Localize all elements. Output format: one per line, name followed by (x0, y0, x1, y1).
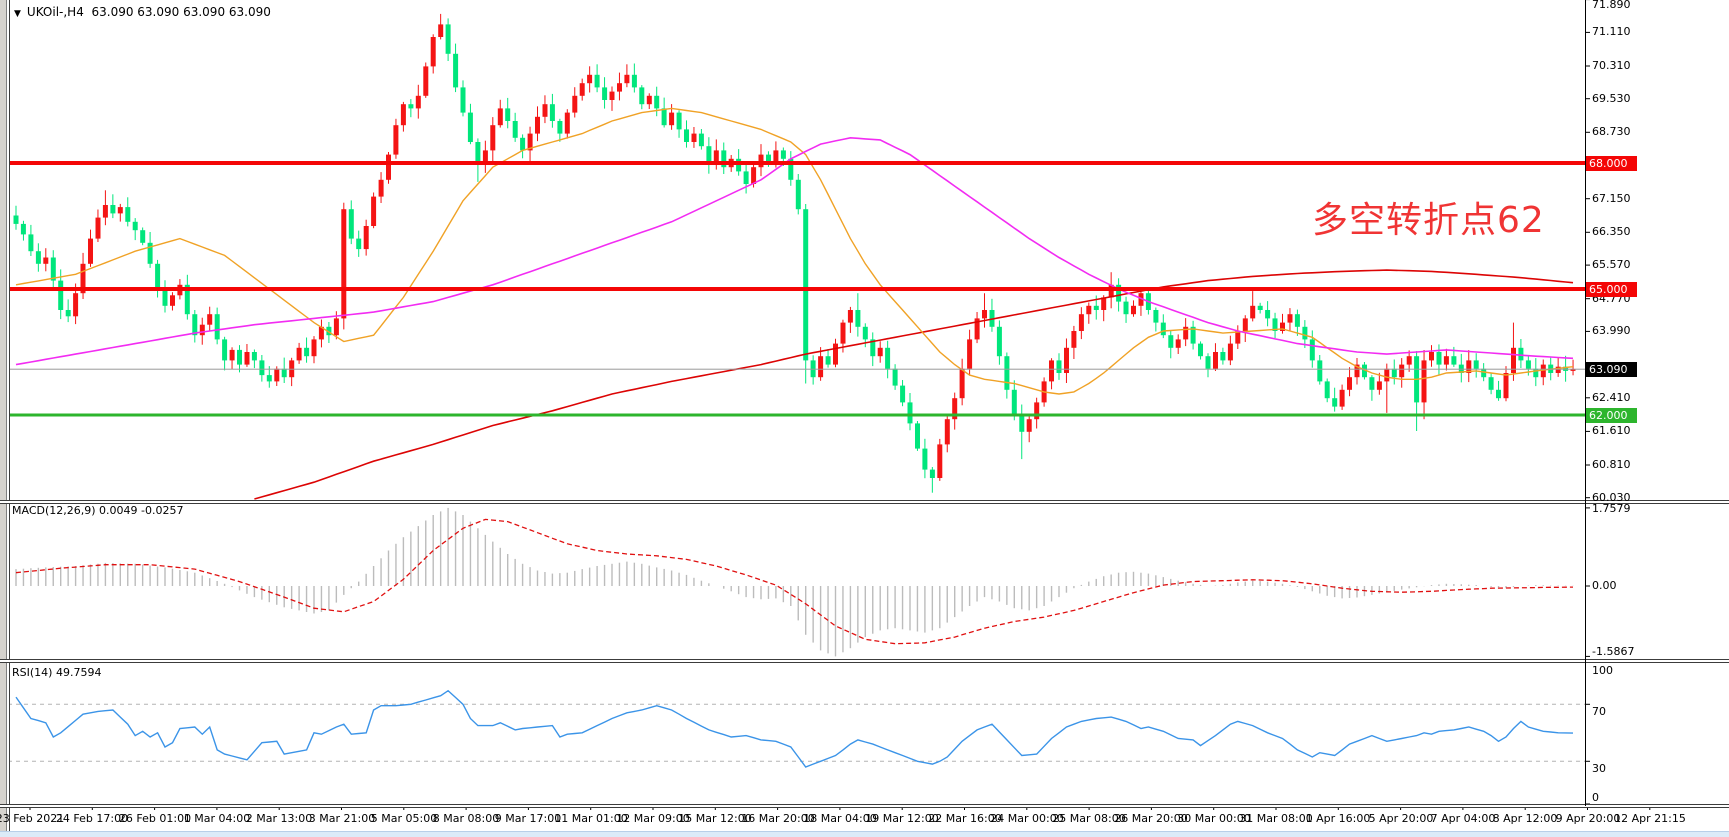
time-tick-label: 8 Apr 12:00 (1492, 812, 1558, 825)
time-tick-label: 18 Mar 04:00 (803, 812, 877, 825)
time-tick-label: 19 Mar 12:00 (865, 812, 939, 825)
price-badge-65.000: 65.000 (1586, 282, 1637, 297)
time-tick-label: 25 Mar 08:00 (1052, 812, 1126, 825)
time-tick-label: 16 Mar 20:00 (741, 812, 815, 825)
price-tick-label: 60.810 (1592, 458, 1631, 471)
time-tick-label: 24 Feb 17:00 (55, 812, 129, 825)
time-tick-label: 26 Mar 20:00 (1114, 812, 1188, 825)
time-tick-label: 31 Mar 08:00 (1239, 812, 1313, 825)
candles-layer (13, 13, 1576, 493)
price-tick-label: 71.110 (1592, 25, 1631, 38)
time-tick-label: 12 Mar 09:00 (616, 812, 690, 825)
price-tick-label: 68.730 (1592, 125, 1631, 138)
panel-separator-timeaxis (0, 804, 1729, 808)
chart-title-bar: ▼ UKOil-,H4 63.090 63.090 63.090 63.090 (14, 5, 271, 19)
ma-mid-magenta-line (15, 136, 1574, 366)
rsi-value: 49.7594 (55, 666, 102, 679)
rsi-line (15, 689, 1574, 768)
chevron-down-icon[interactable]: ▼ (14, 9, 21, 19)
time-tick-label: 11 Mar 01:00 (554, 812, 628, 825)
time-tick-label: 2 Mar 13:00 (245, 812, 313, 825)
price-tick-label: 70.310 (1592, 59, 1631, 72)
window-bottom-edge (0, 831, 1729, 837)
price-axis-line (1585, 0, 1586, 806)
price-tick-label: 60.030 (1592, 491, 1631, 504)
ohlc-quotes-label: 63.090 63.090 63.090 63.090 (91, 5, 271, 19)
macd-axis-min-label: -1.5867 (1592, 645, 1635, 658)
horizontal-levels-layer (8, 161, 1585, 417)
price-badge-68.000: 68.000 (1586, 156, 1637, 171)
panel-separator-macd[interactable] (0, 500, 1729, 504)
panel-separator-rsi[interactable] (0, 659, 1729, 663)
ma-fast-orange-line (15, 107, 1574, 395)
macd-histogram (15, 507, 1574, 657)
time-tick-label: 15 Mar 12:00 (678, 812, 752, 825)
price-tick-label: 61.610 (1592, 424, 1631, 437)
macd-axis-zero-label: 0.00 (1592, 579, 1617, 592)
rsi-indicator-label: RSI(14) 49.7594 (12, 666, 101, 679)
hline-resistance-68[interactable] (8, 161, 1585, 165)
window-left-frame (0, 0, 7, 837)
price-badge-63.090: 63.090 (1586, 362, 1637, 377)
price-tick-label: 66.350 (1592, 225, 1631, 238)
rsi-name: RSI(14) (12, 666, 53, 679)
rsi-axis-100-label: 100 (1592, 664, 1613, 677)
chinese-annotation-text: 多空转折点62 (1312, 200, 1545, 241)
price-badge-62.000: 62.000 (1586, 408, 1637, 423)
time-tick-label: 30 Mar 00:00 (1177, 812, 1251, 825)
ma-slow-red-line (254, 269, 1574, 500)
price-tick-label: 71.890 (1592, 0, 1631, 11)
macd-axis-max-label: 1.7579 (1592, 502, 1631, 515)
time-tick-label: 5 Apr 20:00 (1368, 812, 1434, 825)
macd-signal-value: -0.0257 (141, 504, 184, 517)
time-tick-label: 1 Mar 04:00 (183, 812, 251, 825)
macd-name: MACD(12,26,9) (12, 504, 96, 517)
hline-bid-line[interactable] (8, 368, 1585, 370)
time-tick-label: 3 Mar 21:00 (308, 812, 376, 825)
time-tick-label: 1 Apr 16:00 (1305, 812, 1371, 825)
price-tick-label: 65.570 (1592, 258, 1631, 271)
rsi-axis-70-label: 70 (1592, 705, 1606, 718)
price-tick-label: 67.150 (1592, 192, 1631, 205)
macd-signal-line (15, 518, 1574, 645)
time-tick-label: 12 Apr 21:15 (1614, 812, 1686, 825)
hline-resistance-65[interactable] (8, 287, 1585, 291)
macd-indicator-label: MACD(12,26,9) 0.0049 -0.0257 (12, 504, 184, 517)
symbol-period-label: UKOil-,H4 (26, 5, 84, 19)
price-tick-label: 63.990 (1592, 324, 1631, 337)
time-tick-label: 7 Apr 04:00 (1430, 812, 1496, 825)
window-left-frame-line (7, 0, 10, 837)
rsi-axis-0-label: 0 (1592, 791, 1599, 804)
time-tick-label: 5 Mar 05:00 (370, 812, 438, 825)
time-tick-label: 26 Feb 01:00 (118, 812, 192, 825)
time-tick-label: 23 Feb 2021 (0, 812, 65, 825)
time-tick-label: 9 Apr 20:00 (1555, 812, 1621, 825)
hline-support-62[interactable] (8, 413, 1585, 417)
time-tick-label: 22 Mar 16:00 (928, 812, 1002, 825)
time-tick-label: 24 Mar 00:00 (990, 812, 1064, 825)
rsi-axis-30-label: 30 (1592, 762, 1606, 775)
macd-main-value: 0.0049 (99, 504, 138, 517)
time-tick-label: 8 Mar 08:00 (432, 812, 500, 825)
price-tick-label: 62.410 (1592, 391, 1631, 404)
price-tick-label: 69.530 (1592, 92, 1631, 105)
time-tick-label: 9 Mar 17:00 (494, 812, 562, 825)
